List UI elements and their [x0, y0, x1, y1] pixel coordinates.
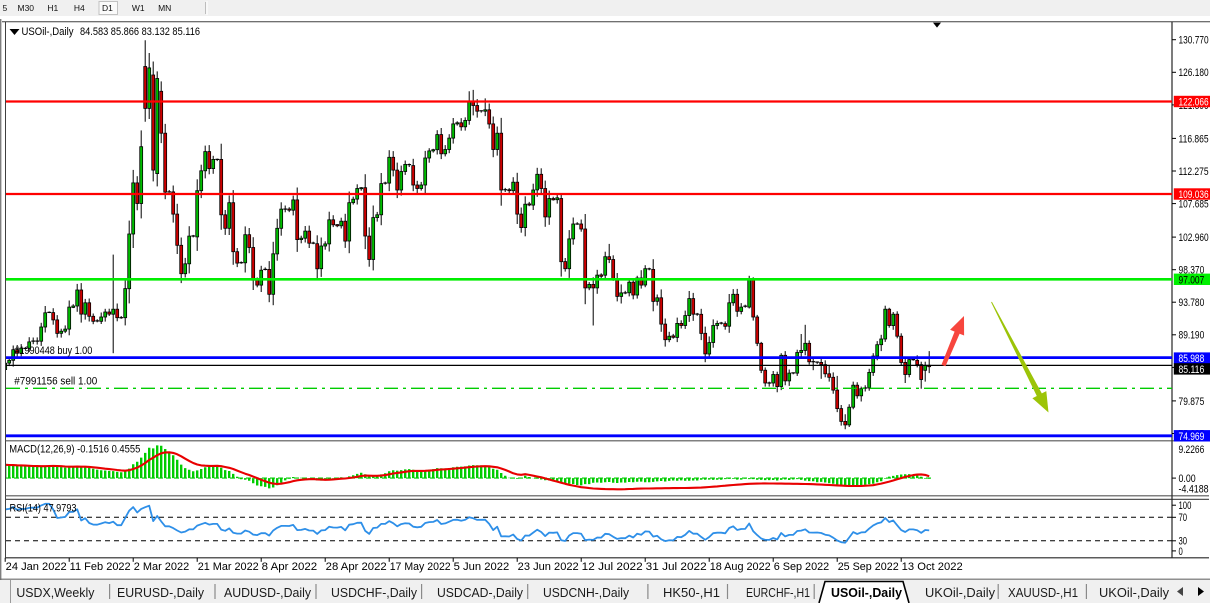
svg-text:102.960: 102.960 [1179, 232, 1209, 244]
svg-text:112.275: 112.275 [1179, 166, 1209, 178]
svg-text:#1990448 buy 1.00: #1990448 buy 1.00 [14, 345, 92, 357]
svg-text:97.007: 97.007 [1179, 274, 1205, 286]
svg-text:21 Mar 2022: 21 Mar 2022 [198, 561, 259, 573]
svg-text:AUDUSD-,Daily: AUDUSD-,Daily [224, 586, 312, 600]
svg-text:11 Feb 2022: 11 Feb 2022 [70, 561, 131, 573]
svg-text:25 Sep 2022: 25 Sep 2022 [838, 561, 899, 573]
svg-text:17 May 2022: 17 May 2022 [390, 561, 451, 573]
svg-text:H1: H1 [47, 3, 58, 13]
svg-text:116.865: 116.865 [1179, 133, 1209, 145]
svg-text:9.2266: 9.2266 [1179, 444, 1205, 456]
svg-text:70: 70 [1179, 512, 1188, 524]
svg-text:130.770: 130.770 [1179, 35, 1209, 47]
svg-text:93.780: 93.780 [1179, 297, 1205, 309]
svg-text:USOil-,Daily: USOil-,Daily [22, 26, 74, 38]
svg-text:USDX,Weekly: USDX,Weekly [16, 586, 95, 600]
svg-text:126.180: 126.180 [1179, 67, 1209, 79]
svg-text:EURCHF-,H1: EURCHF-,H1 [746, 586, 810, 600]
svg-text:USDCAD-,Daily: USDCAD-,Daily [437, 586, 524, 600]
svg-text:XAUUSD-,H1: XAUUSD-,H1 [1008, 586, 1078, 600]
svg-text:HK50-,H1: HK50-,H1 [663, 586, 720, 600]
svg-text:0: 0 [1179, 546, 1183, 558]
svg-text:109.036: 109.036 [1179, 189, 1209, 201]
svg-text:89.190: 89.190 [1179, 330, 1205, 342]
svg-text:-4.4188: -4.4188 [1179, 484, 1209, 496]
svg-text:USDCHF-,Daily: USDCHF-,Daily [331, 586, 418, 600]
svg-text:122.066: 122.066 [1179, 97, 1209, 109]
svg-text:W1: W1 [132, 3, 145, 13]
svg-text:2 Mar 2022: 2 Mar 2022 [134, 561, 190, 573]
svg-text:D1: D1 [102, 3, 113, 13]
svg-text:H4: H4 [74, 3, 85, 13]
svg-text:100: 100 [1179, 500, 1192, 512]
svg-text:24 Jan 2022: 24 Jan 2022 [6, 561, 67, 573]
svg-text:6 Sep 2022: 6 Sep 2022 [774, 561, 830, 573]
svg-text:30: 30 [1179, 536, 1188, 548]
svg-text:8 Apr 2022: 8 Apr 2022 [262, 561, 318, 573]
svg-text:13 Oct 2022: 13 Oct 2022 [902, 561, 963, 573]
svg-text:USDCNH-,Daily: USDCNH-,Daily [543, 586, 630, 600]
svg-text:12 Jul 2022: 12 Jul 2022 [582, 561, 643, 573]
svg-text:31 Jul 2022: 31 Jul 2022 [646, 561, 707, 573]
svg-text:MN: MN [158, 3, 171, 13]
svg-text:5: 5 [3, 3, 8, 13]
svg-text:RSI(14) 47.9793: RSI(14) 47.9793 [10, 503, 77, 515]
svg-text:85.116: 85.116 [1179, 364, 1205, 376]
svg-text:MACD(12,26,9) -0.1516 0.4555: MACD(12,26,9) -0.1516 0.4555 [9, 444, 140, 456]
svg-text:74.969: 74.969 [1179, 431, 1205, 443]
svg-text:USOil-,Daily: USOil-,Daily [831, 586, 902, 600]
svg-text:85.988: 85.988 [1179, 353, 1205, 365]
svg-text:18 Aug 2022: 18 Aug 2022 [710, 561, 771, 573]
svg-text:28 Apr 2022: 28 Apr 2022 [326, 561, 387, 573]
svg-text:0.00: 0.00 [1179, 473, 1196, 485]
svg-text:79.875: 79.875 [1179, 396, 1205, 408]
svg-text:EURUSD-,Daily: EURUSD-,Daily [117, 586, 205, 600]
svg-text:M30: M30 [18, 3, 35, 13]
svg-text:#7991156 sell 1.00: #7991156 sell 1.00 [14, 376, 97, 388]
svg-text:5 Jun 2022: 5 Jun 2022 [454, 561, 510, 573]
svg-text:UKOil-,Daily: UKOil-,Daily [925, 586, 996, 600]
svg-text:84.583 85.866 83.132 85.116: 84.583 85.866 83.132 85.116 [80, 26, 200, 38]
svg-text:UKOil-,Daily: UKOil-,Daily [1099, 586, 1170, 600]
svg-text:107.685: 107.685 [1179, 199, 1209, 211]
svg-text:23 Jun 2022: 23 Jun 2022 [518, 561, 579, 573]
